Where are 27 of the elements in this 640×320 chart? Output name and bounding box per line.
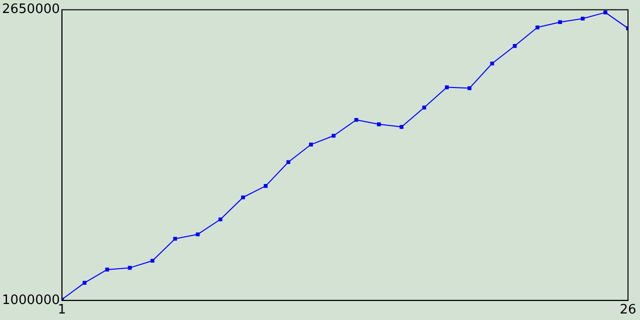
point [512,44,517,48]
point [536,26,540,30]
point [82,280,86,285]
point [264,184,268,188]
point [332,134,336,138]
point [558,20,562,24]
point [354,118,358,122]
point [377,122,381,126]
point [196,232,200,236]
point [490,62,494,66]
point [309,142,313,146]
point [218,217,222,222]
point [444,85,449,90]
point [422,106,426,110]
point [468,86,472,90]
point [286,160,290,164]
x-tick-label: 26 [620,302,636,318]
point [603,10,608,14]
y-tick-label: 2650000 [2,2,60,18]
point [150,258,154,263]
x-tick-label: 1 [58,302,66,318]
point [105,268,110,272]
point [173,236,178,241]
y-tick-label: 1000000 [2,292,60,308]
point [580,16,585,21]
point [400,125,404,129]
point [241,195,245,200]
